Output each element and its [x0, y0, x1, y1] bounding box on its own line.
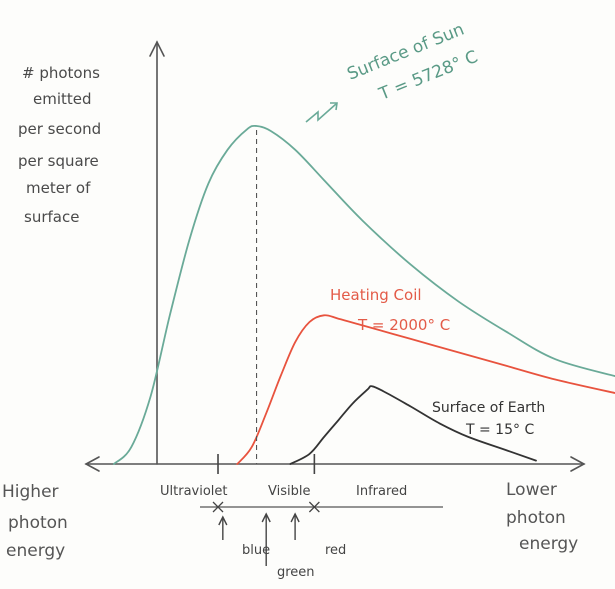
y-label-line-3: per second	[18, 120, 101, 138]
y-label-line-2: emitted	[33, 90, 92, 108]
x-left-label-line-2: photon	[8, 513, 68, 533]
marker-label-red: red	[325, 543, 346, 558]
y-label-line-1: # photons	[22, 64, 100, 82]
region-boundary-mark	[308, 501, 320, 513]
coil-label-temp: T = 2000° C	[357, 316, 450, 334]
earth-label-name: Surface of Earth	[432, 400, 545, 416]
x-right-label-line-2: photon	[506, 508, 566, 528]
marker-arrowhead-green	[261, 512, 271, 523]
x-left-label-line-3: energy	[6, 541, 65, 561]
y-label-line-6: surface	[24, 208, 79, 226]
x-axis-right-arrow	[570, 456, 586, 472]
x-right-label-line-3: energy	[519, 534, 578, 554]
y-axis-arrow	[149, 40, 165, 57]
series-line-heating-coil	[236, 314, 615, 465]
y-label-line-4: per square	[18, 152, 99, 170]
x-left-label-line-1: Higher	[2, 482, 59, 502]
earth-label: Surface of Earth T = 15° C	[432, 400, 545, 438]
region-label-ultraviolet: Ultraviolet	[160, 484, 228, 499]
x-right-label-line-1: Lower	[506, 480, 557, 500]
sun-label: Surface of Sun T = 5728° C	[305, 20, 481, 123]
x-axis-right-label: Lower photon energy	[506, 480, 578, 554]
region-label-visible: Visible	[268, 484, 310, 499]
sun-label-pointer	[305, 103, 337, 123]
marker-label-green: green	[277, 565, 315, 580]
region-label-infrared: Infrared	[356, 484, 407, 499]
marker-arrowhead-blue	[218, 515, 228, 526]
earth-label-temp: T = 15° C	[465, 422, 534, 438]
x-axis-left-label: Higher photon energy	[2, 482, 68, 561]
spectral-regions: Ultraviolet Visible Infrared	[160, 484, 443, 508]
x-axis-left-arrow	[84, 456, 100, 472]
marker-arrowhead-red	[290, 512, 300, 523]
heating-coil-label: Heating Coil T = 2000° C	[330, 286, 450, 334]
sun-label-arrowhead	[330, 102, 338, 111]
series-line-sun	[113, 124, 615, 465]
marker-label-blue: blue	[242, 543, 270, 558]
series-line-earth	[289, 385, 537, 465]
coil-label-name: Heating Coil	[330, 286, 422, 304]
y-label-line-5: meter of	[26, 179, 91, 197]
color-markers: blue green red	[242, 543, 346, 580]
y-axis-label: # photons emitted per second per square …	[18, 64, 101, 226]
region-boundary-mark	[212, 501, 224, 513]
